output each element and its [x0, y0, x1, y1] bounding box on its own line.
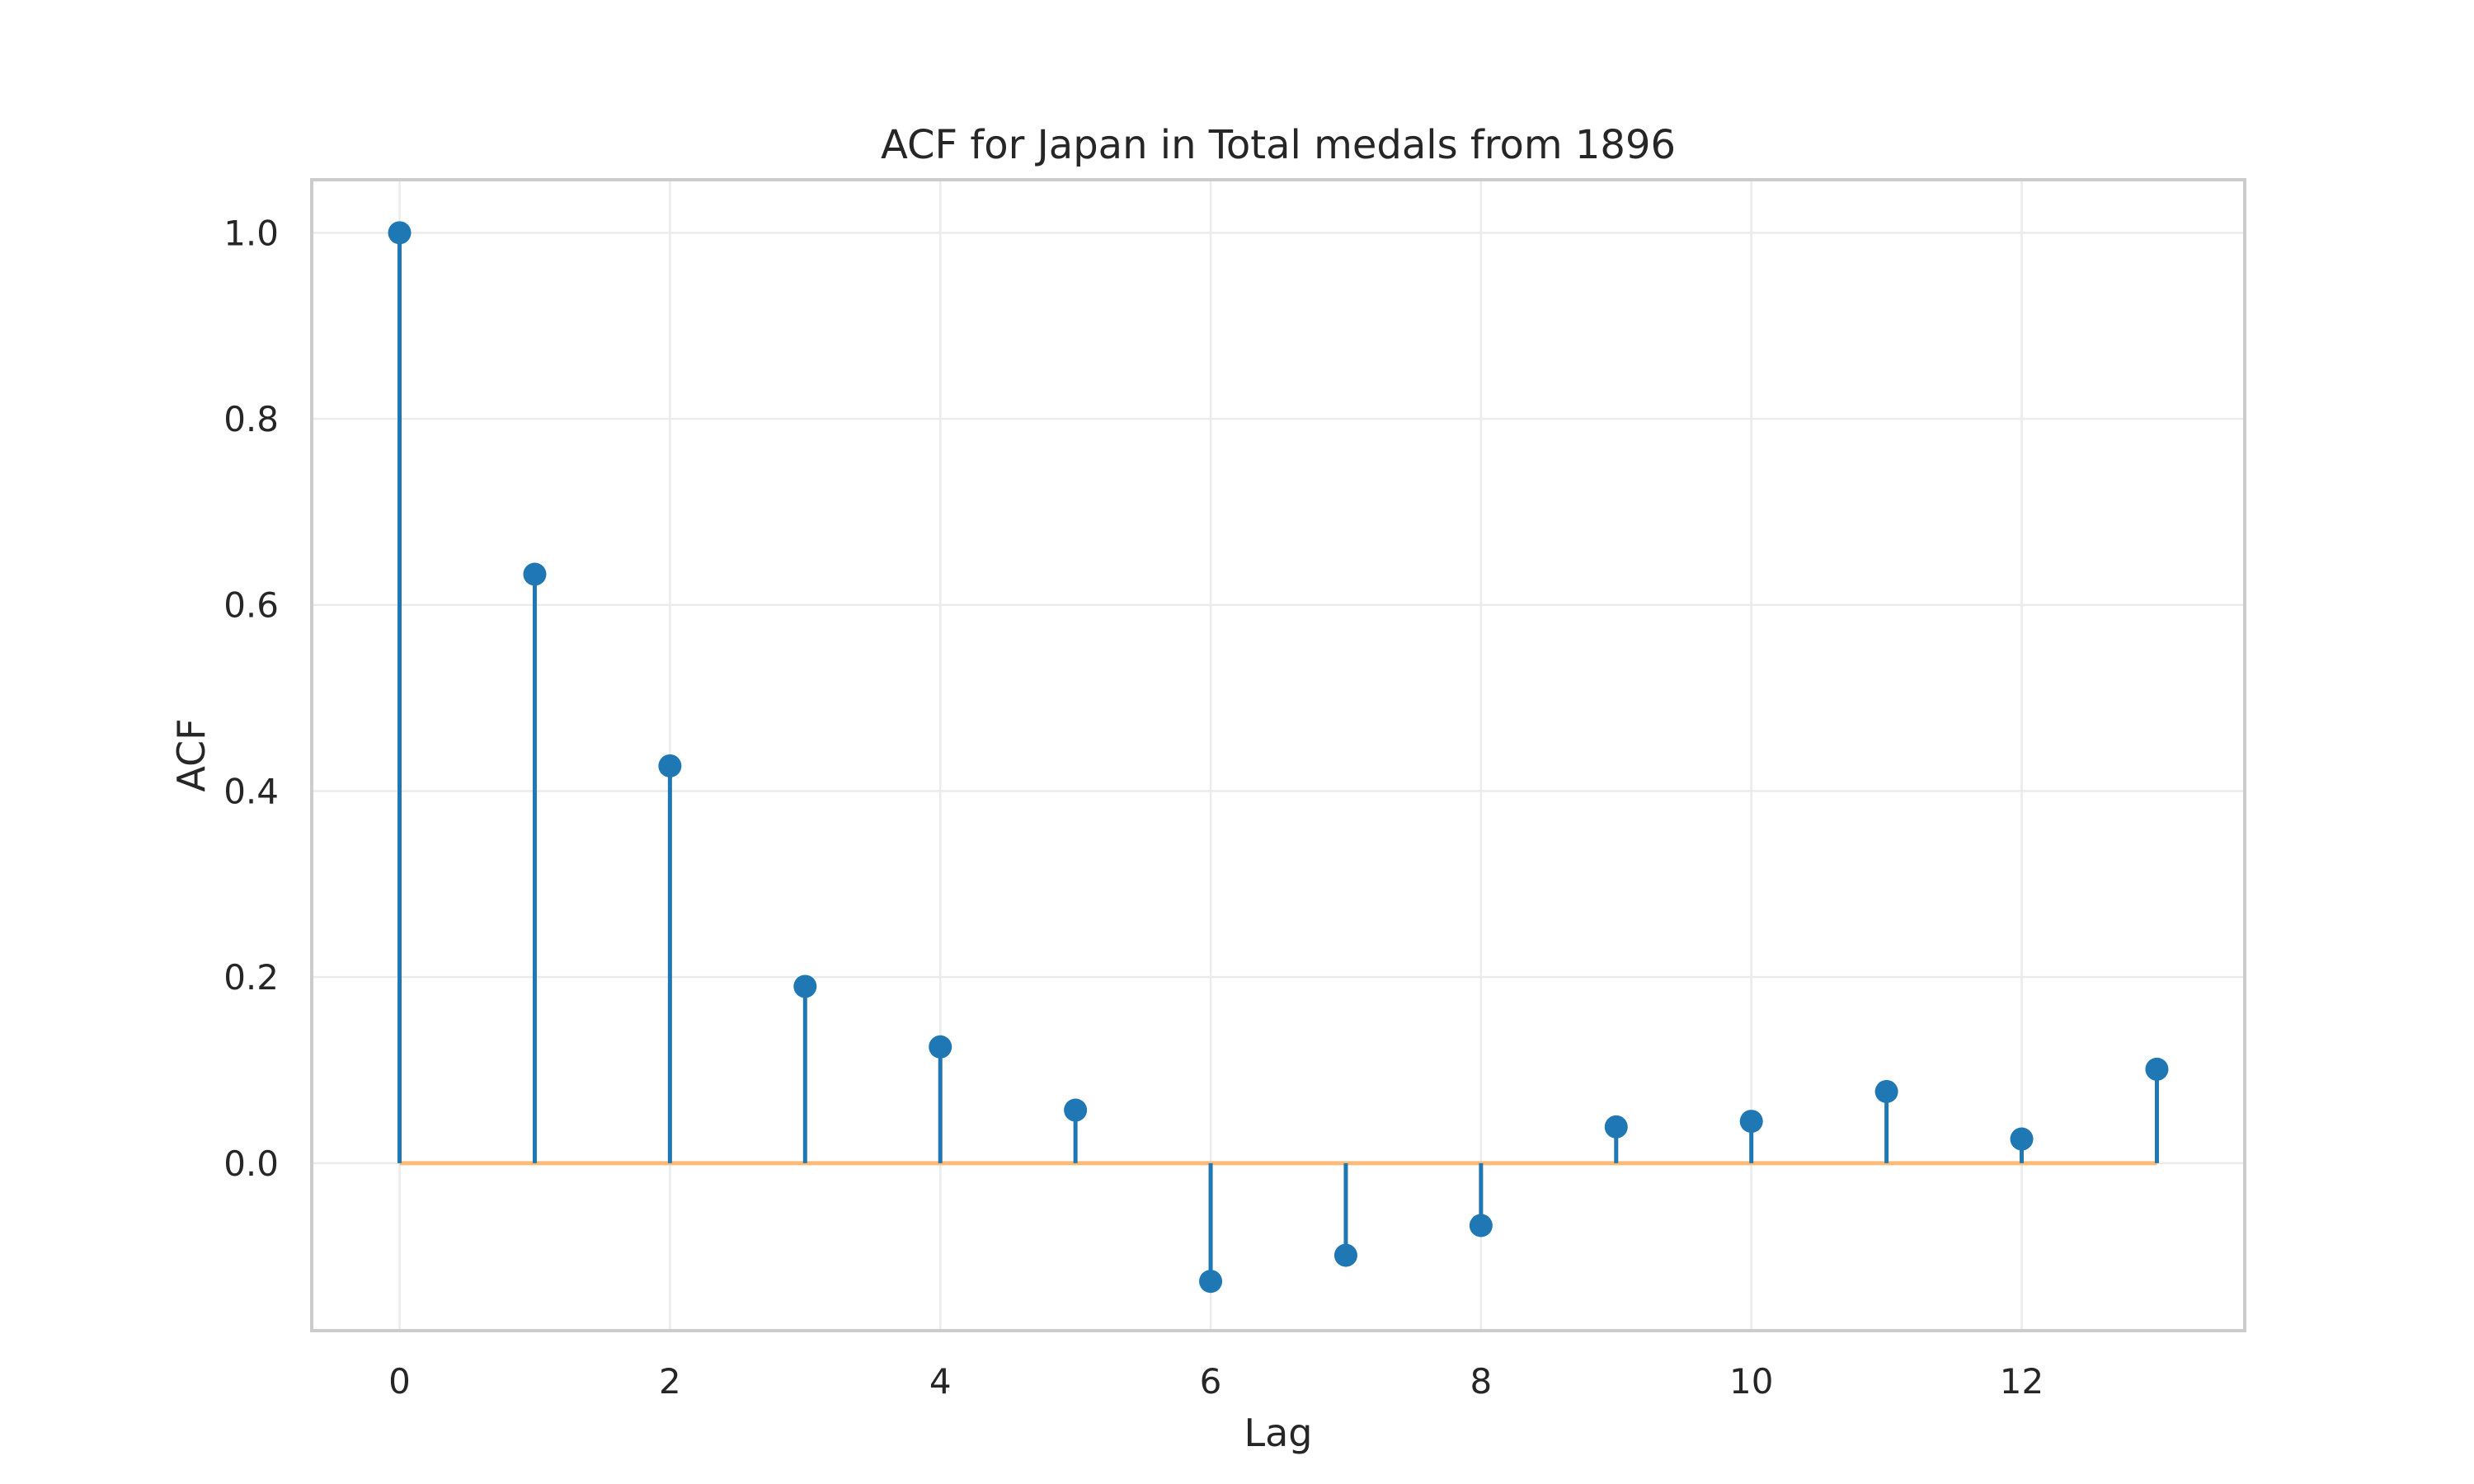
x-axis-title: Lag	[1244, 1411, 1312, 1455]
plot-frame	[310, 178, 2246, 1332]
stem-marker-lag-10	[1739, 1110, 1763, 1134]
y-axis-ticks: 0.0 0.2 0.4 0.6 0.8 1.0	[223, 213, 279, 1184]
x-axis-ticks: 0 2 4 6 8 10 12	[388, 1361, 2044, 1402]
y-tick-label: 0.8	[223, 399, 279, 439]
stem-marker-lag-9	[1604, 1115, 1628, 1139]
stem-marker-lag-6	[1199, 1270, 1223, 1294]
stem-marker-lag-11	[1874, 1079, 1898, 1103]
y-tick-label: 0.2	[223, 957, 279, 998]
y-axis-title: ACF	[169, 718, 214, 791]
stem-marker-lag-2	[658, 754, 682, 777]
x-tick-label: 2	[659, 1361, 681, 1402]
stem-marker-lag-12	[2010, 1127, 2034, 1151]
stem-marker-lag-4	[929, 1035, 952, 1059]
x-tick-label: 6	[1200, 1361, 1222, 1402]
stem-marker-lag-13	[2145, 1057, 2169, 1081]
x-tick-label: 8	[1470, 1361, 1493, 1402]
y-tick-label: 0.6	[223, 585, 279, 626]
x-tick-label: 10	[1729, 1361, 1773, 1402]
y-tick-label: 1.0	[223, 213, 279, 253]
x-tick-label: 4	[929, 1361, 952, 1402]
markers	[388, 221, 2169, 1294]
stem-marker-lag-1	[523, 562, 547, 586]
stem-marker-lag-5	[1064, 1098, 1088, 1122]
x-tick-label: 12	[2000, 1361, 2044, 1402]
chart-title: ACF for Japan in Total medals from 1896	[881, 122, 1676, 168]
stem-marker-lag-0	[388, 221, 412, 245]
stem-marker-lag-3	[793, 974, 817, 998]
stem-marker-lag-7	[1333, 1243, 1357, 1267]
grid	[312, 180, 2245, 1331]
y-tick-label: 0.4	[223, 771, 279, 811]
stem-marker-lag-8	[1469, 1214, 1493, 1237]
x-tick-label: 0	[388, 1361, 411, 1402]
y-tick-label: 0.0	[223, 1144, 279, 1184]
